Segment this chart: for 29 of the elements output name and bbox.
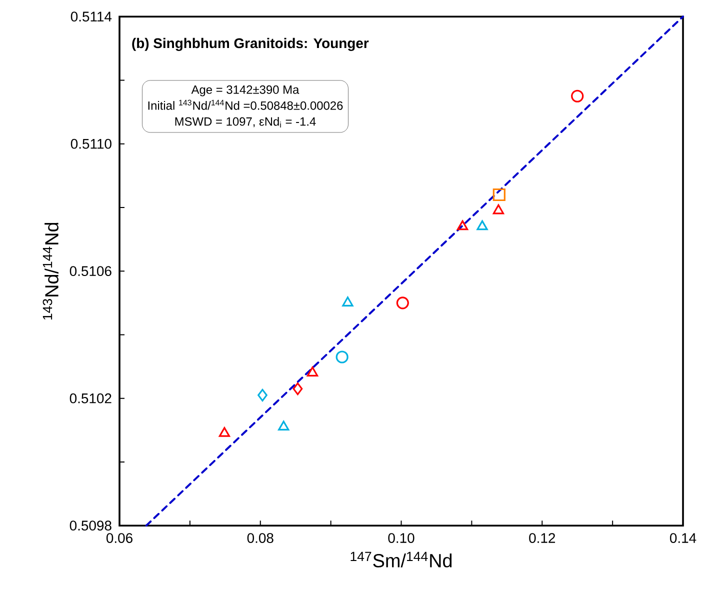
point [396,296,409,310]
point [492,204,504,214]
point [456,220,468,230]
y-tick-label: 0.5114 [70,12,112,22]
text: (b) Singhbhum Granitoids: Younger [132,38,369,51]
annotation: MSWD = 1097, εNd$_{i}$ = -1.4 [175,116,316,128]
x-tick-label: 0.10 [388,533,414,543]
point [278,420,290,431]
point [306,366,318,376]
x-tick-label: 0.06 [106,533,132,543]
y-tick-label: 0.5102 [70,393,112,404]
x-axis-title: $^{147}$Sm/$^{144}$Nd [350,552,452,568]
y-tick-label: 0.5098 [70,520,112,531]
x-tick-label: 0.12 [529,533,556,543]
point [336,350,348,364]
annotation: Age = 3142±390 Ma [191,85,300,96]
point [342,296,354,306]
x-tick-label: 0.08 [247,533,274,543]
point [571,90,584,102]
point [476,220,488,230]
point [292,382,303,396]
y-tick-label: 0.5110 [70,138,112,149]
y-tick-label: 0.5106 [70,266,112,276]
point [218,427,230,437]
point [258,388,268,402]
y-axis-title: $^{143}$Nd/$^{144}$Nd [42,222,58,320]
x-tick-label: 0.14 [670,533,696,543]
annotation: Initial $^{143}$Nd/$^{144}$Nd =0.50848±0.00026 [148,100,343,110]
point [492,188,506,202]
